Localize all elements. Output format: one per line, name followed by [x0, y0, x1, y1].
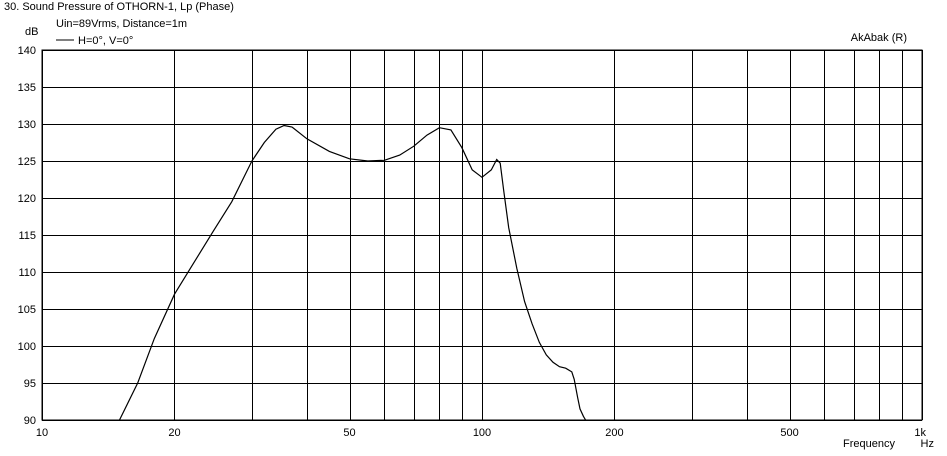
x-tick-label-200: 200 [605, 427, 623, 439]
watermark-label: AkAbak (R) [851, 32, 907, 44]
y-tick-label-95: 95 [24, 378, 36, 390]
x-tick-label-20: 20 [168, 427, 180, 439]
x-tick-label-100: 100 [473, 427, 491, 439]
y-tick-label-105: 105 [18, 304, 36, 316]
x-axis-unit: Hz [921, 438, 934, 450]
grid [42, 50, 923, 421]
x-axis-label: Frequency [843, 438, 895, 450]
y-tick-label-100: 100 [18, 341, 36, 353]
y-axis-label: dB [25, 26, 38, 38]
plot-frame [41, 49, 923, 421]
y-tick-label-125: 125 [18, 156, 36, 168]
y-tick-label-130: 130 [18, 119, 36, 131]
y-tick-label-140: 140 [18, 45, 36, 57]
series-line-h0-v0 [118, 124, 587, 421]
legend-entry: H=0°, V=0° [78, 35, 133, 47]
x-tick-label-500: 500 [780, 427, 798, 439]
x-tick-label-1k: 1k [914, 427, 926, 439]
y-tick-label-110: 110 [18, 267, 36, 279]
y-tick-label-115: 115 [18, 230, 36, 242]
legend: H=0°, V=0° [56, 35, 133, 47]
chart-title: 30. Sound Pressure of OTHORN-1, Lp (Phas… [4, 1, 234, 13]
x-tick-label-50: 50 [343, 427, 355, 439]
chart-subtitle: Uin=89Vrms, Distance=1m [56, 18, 187, 30]
x-tick-labels: 10 20 50 100 200 500 1k [36, 427, 927, 439]
y-tick-label-120: 120 [18, 193, 36, 205]
y-tick-label-135: 135 [18, 82, 36, 94]
x-tick-label-10: 10 [36, 427, 48, 439]
y-tick-labels: 90 95 100 105 110 115 120 125 130 135 140 [18, 45, 36, 427]
y-tick-label-90: 90 [24, 415, 36, 427]
